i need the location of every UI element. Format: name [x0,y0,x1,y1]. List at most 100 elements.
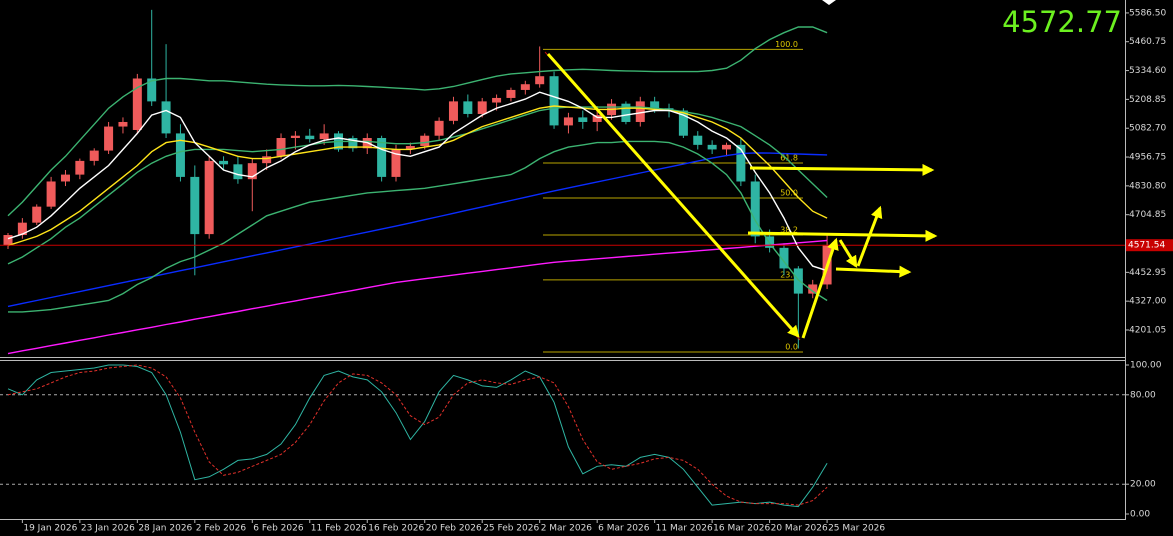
main-panel: 100.061.850.038.223.60.0 [0,9,1125,355]
fib-label: 100.0 [775,40,798,49]
candle-body [779,247,789,269]
candle-body [262,156,272,164]
x-tick-label: 11 Mar 2026 [656,524,713,534]
x-tick-label: 20 Feb 2026 [426,524,482,534]
fib-label: 50.0 [780,188,798,197]
oscillator-panel [0,364,1125,508]
x-tick-label: 19 Jan 2026 [23,524,77,534]
candle-body [75,160,85,175]
candle-body [722,144,731,150]
candle-body [89,150,99,161]
y-tick-label: 4452.95 [1129,268,1166,278]
candle-body [233,164,243,180]
arrow [856,205,883,267]
candle-body [650,101,660,109]
oscillator-line [7,364,828,508]
candle-body [535,76,545,85]
indicator-line [7,239,828,355]
candle-body [190,176,200,235]
price-tag-label: 4571.54 [1128,241,1165,251]
y-tick-label: 4201.05 [1129,325,1166,335]
candle-body [736,144,746,182]
candle-body [635,101,645,122]
candle-body [549,76,559,126]
x-tick-label: 11 Feb 2026 [311,524,367,534]
oscillator-line [7,364,828,506]
frame [0,0,1126,520]
candle-body [808,284,818,294]
x-tick-label: 20 Mar 2026 [771,524,828,534]
arrow [749,163,935,176]
candle-body [520,84,530,90]
arrow [801,237,839,339]
y-tick-label: 5082.70 [1129,124,1166,134]
fib-label: 23.6 [780,270,798,279]
candle-body [621,103,631,122]
arrow [747,229,938,242]
candle-body [319,133,329,140]
last-price: 4572.77 [1002,5,1122,39]
fib-label: 0.0 [785,342,798,351]
y-tick-label: 4704.85 [1129,210,1166,220]
y-tick-label: 0.00 [1130,510,1150,520]
indicator-line [8,140,828,313]
candle-body [247,163,257,180]
y-tick-label: 5586.50 [1129,8,1166,18]
x-tick-label: 6 Feb 2026 [253,524,304,534]
y-tick-label: 5334.60 [1129,66,1166,76]
x-tick-label: 28 Jan 2026 [138,524,192,534]
indicator-line [7,26,828,217]
x-tick-label: 2 Mar 2026 [541,524,593,534]
y-tick-label: 80.00 [1130,390,1156,400]
y-tick-label: 5208.85 [1129,95,1166,105]
y-tick-label: 100.00 [1130,361,1162,371]
candle-body [46,181,56,207]
arrow [838,239,858,269]
x-tick-label: 6 Mar 2026 [598,524,650,534]
candle-body [132,78,142,130]
drawings [544,0,938,341]
candle-body [405,146,415,150]
x-tick-label: 25 Feb 2026 [483,524,539,534]
indicator-line [7,91,828,272]
candle-body [592,115,602,122]
candle-body [276,137,286,157]
x-tick-label: 2 Feb 2026 [196,524,247,534]
candle-body [60,174,70,182]
candle-body [477,101,487,114]
candle-body [3,235,13,246]
x-tick-label: 23 Jan 2026 [81,524,135,534]
candle-body [678,110,688,136]
candle-body [32,206,42,223]
y-tick-label: 20.00 [1130,480,1156,490]
x-tick-label: 25 Mar 2026 [828,524,885,534]
candle-body [563,117,573,126]
candle-body [463,101,473,114]
candle-body [204,160,214,235]
candle-body [448,101,458,121]
candle-body [161,101,171,134]
x-tick-label: 16 Feb 2026 [368,524,424,534]
candle-body [118,121,128,127]
candle-body [391,149,401,177]
scroll-marker [822,0,836,5]
y-tick-label: 4956.75 [1129,153,1166,163]
candle-body [377,137,387,177]
x-tick-label: 16 Mar 2026 [713,524,770,534]
candle-body [578,117,588,122]
candle-body [492,97,502,103]
y-tick-label: 5460.75 [1129,37,1166,47]
candle-body [305,135,315,140]
candle-body [420,135,430,147]
candle-body [434,120,444,136]
candle-body [693,135,703,145]
indicator-line [7,105,828,247]
candle-body [750,181,760,237]
indicator-line [7,152,828,308]
y-tick-label: 4327.00 [1129,297,1166,307]
y-tick-label: 4830.80 [1129,181,1166,191]
candle-body [290,135,300,138]
